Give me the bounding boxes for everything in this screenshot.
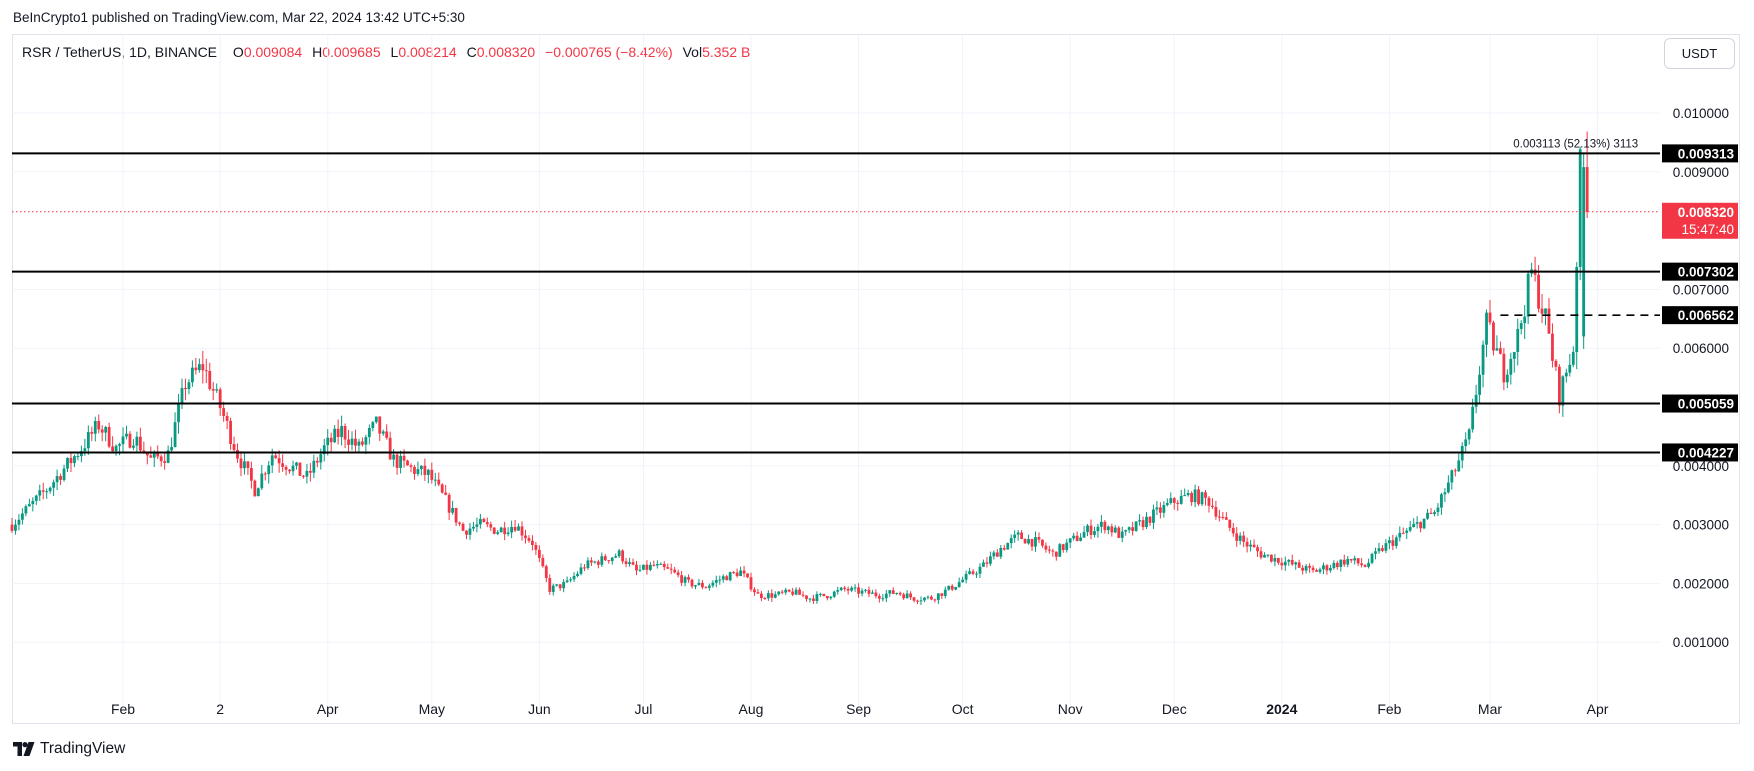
low-value: 0.008214 [398, 44, 457, 60]
open-value: 0.009084 [243, 44, 303, 60]
published-byline: BeInCrypto1 published on TradingView.com… [13, 10, 465, 25]
currency-button[interactable]: USDT [1664, 38, 1735, 69]
high-value: 0.009685 [322, 44, 381, 60]
tradingview-logo-text: TradingView [40, 740, 126, 757]
volume-value: 5.352 B [702, 44, 751, 60]
volume-label: Vol [682, 44, 703, 60]
tradingview-logo[interactable]: TradingView [13, 739, 125, 759]
close-value: 0.008320 [476, 44, 536, 60]
open-label: O [232, 44, 244, 60]
high-label: H [312, 44, 323, 60]
tradingview-logo-icon [13, 742, 35, 756]
close-label: C [466, 44, 477, 60]
symbol-label[interactable]: RSR / TetherUS, 1D, BINANCE [22, 44, 218, 60]
chart-frame [12, 34, 1740, 724]
change-value: −0.000765 (−8.42%) [545, 44, 673, 60]
low-label: L [390, 44, 399, 60]
ohlc-legend: RSR / TetherUS, 1D, BINANCE O0.009084 H0… [22, 44, 750, 60]
